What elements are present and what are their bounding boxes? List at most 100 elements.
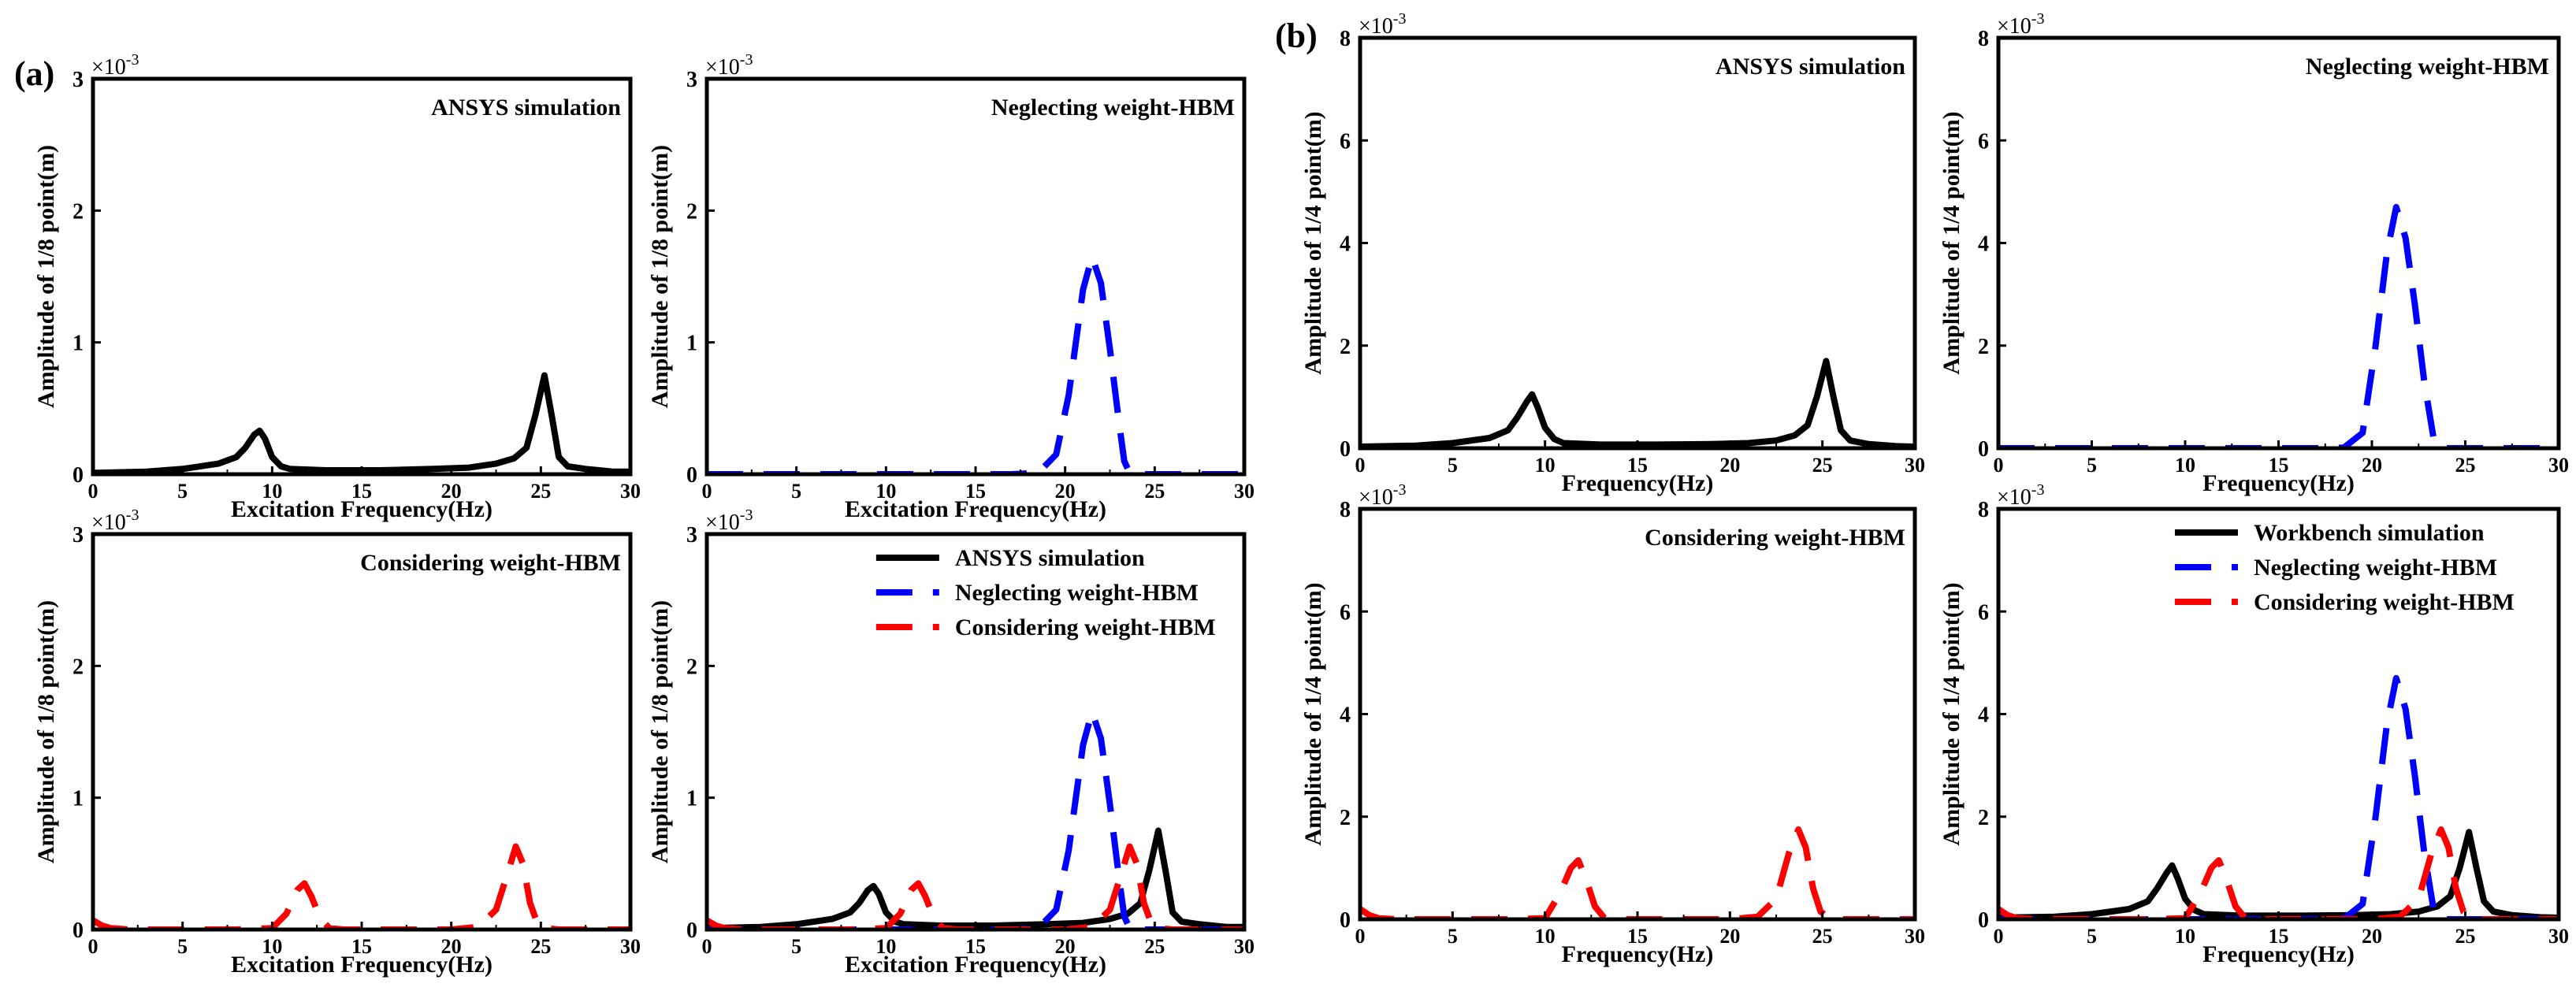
x-tick-label: 0 <box>88 935 99 958</box>
series-line-neglecting-weight-hbm <box>1998 674 2559 919</box>
legend: Workbench simulation Neglecting weight-HB… <box>2174 520 2515 615</box>
x-axis-title: Excitation Frequency(Hz) <box>231 496 493 522</box>
x-tick-label: 15 <box>965 935 986 958</box>
y-tick-label: 1 <box>72 787 84 811</box>
x-tick-label: 15 <box>351 935 372 958</box>
x-tick-label: 5 <box>177 480 188 503</box>
y-axis-title: Amplitude of 1/4 point(m) <box>1300 582 1326 845</box>
chart-a3: 0 5 10 15 20 25 30 0 1 2 3 ×10-3 Excitation Frequenc… <box>33 507 641 978</box>
x-tick-label: 10 <box>875 480 896 503</box>
exponent-base: ×10 <box>705 55 740 80</box>
y-exponent-label: ×10-3 <box>705 507 753 535</box>
y-tick-label: 2 <box>1978 335 1989 359</box>
y-tick-label: 2 <box>686 199 697 224</box>
x-tick-label: 5 <box>2087 454 2097 477</box>
x-axis-title: Excitation Frequency(Hz) <box>845 952 1106 978</box>
y-tick-label: 4 <box>1978 232 1989 257</box>
x-tick-label: 30 <box>2548 454 2569 477</box>
x-tick-label: 25 <box>1144 480 1165 503</box>
y-tick-label: 3 <box>72 523 84 547</box>
legend: ANSYS simulation Neglecting weight-HBM Con… <box>875 545 1216 640</box>
exponent-base: ×10 <box>1997 14 2031 39</box>
series-line-neglecting-weight-hbm <box>707 708 1244 930</box>
x-tick-label: 5 <box>1448 454 1458 477</box>
chart-b4: 0 5 10 15 20 25 30 0 2 4 6 8 ×10-3 Frequency(Hz) Ampli… <box>1939 481 2569 967</box>
exponent-base: ×10 <box>1997 485 2031 510</box>
x-tick-label: 25 <box>1812 454 1833 477</box>
x-tick-label: 30 <box>620 935 641 958</box>
exponent-base: ×10 <box>705 510 740 535</box>
chart-b1: 0 5 10 15 20 25 3002468×10-3Frequency(Hz)Ampli… <box>1300 10 1925 496</box>
y-tick-label: 3 <box>72 68 84 92</box>
series-line-ansys-simulation <box>707 827 1244 930</box>
x-tick-label: 25 <box>530 480 551 503</box>
series-line-neglecting-weight-hbm <box>1998 203 2559 448</box>
x-axis-title: Frequency(Hz) <box>2202 470 2355 496</box>
x-tick-label: 30 <box>2548 925 2569 948</box>
y-tick-label: 1 <box>72 332 84 356</box>
x-tick-label: 10 <box>2175 925 2195 948</box>
x-tick-label: 5 <box>2087 925 2097 948</box>
series-line-ansys-simulation <box>93 372 630 474</box>
x-tick-label: 20 <box>441 935 462 958</box>
y-tick-label: 2 <box>1340 335 1351 359</box>
y-tick-label: 0 <box>72 918 84 943</box>
y-tick-label: 6 <box>1978 129 1989 154</box>
x-tick-label: 25 <box>2455 454 2476 477</box>
x-tick-label: 20 <box>1719 454 1740 477</box>
x-tick-label: 20 <box>1055 480 1076 503</box>
x-tick-label: 10 <box>1535 454 1556 477</box>
exponent-power: -3 <box>2031 481 2045 499</box>
exponent-base: ×10 <box>1359 14 1393 39</box>
plot-frame <box>1996 35 2561 451</box>
x-tick-label: 30 <box>1905 925 1925 948</box>
panel-title: Neglecting weight-HBM <box>991 95 1235 121</box>
legend-label: ANSYS simulation <box>955 545 1145 571</box>
exponent-power: -3 <box>126 51 139 69</box>
y-tick-label: 1 <box>686 787 697 811</box>
legend-label: Neglecting weight-HBM <box>955 580 1199 606</box>
x-tick-label: 0 <box>1355 454 1366 477</box>
legend-label: Neglecting weight-HBM <box>2254 555 2497 581</box>
exponent-power: -3 <box>1393 481 1407 499</box>
y-tick-label: 4 <box>1978 703 1989 728</box>
x-axis-title: Frequency(Hz) <box>1562 941 1714 967</box>
x-tick-label: 15 <box>965 480 986 503</box>
x-tick-label: 20 <box>1055 935 1076 958</box>
exponent-power: -3 <box>2031 10 2045 28</box>
y-exponent-label: ×10-3 <box>1997 10 2044 39</box>
x-tick-label: 5 <box>791 480 801 503</box>
x-tick-label: 15 <box>1627 925 1648 948</box>
legend-label: Considering weight-HBM <box>955 614 1216 640</box>
y-tick-label: 8 <box>1978 27 1989 51</box>
x-tick-label: 15 <box>351 480 372 503</box>
y-tick-label: 6 <box>1340 129 1351 154</box>
x-tick-label: 20 <box>441 480 462 503</box>
y-tick-label: 3 <box>686 523 697 547</box>
x-tick-label: 5 <box>177 935 188 958</box>
y-axis-title: Amplitude of 1/4 point(m) <box>1939 111 1965 374</box>
x-tick-label: 0 <box>1355 925 1366 948</box>
x-tick-label: 10 <box>875 935 896 958</box>
y-tick-label: 0 <box>686 918 697 943</box>
panel-label-a: (a) <box>14 54 54 93</box>
x-axis-title: Frequency(Hz) <box>2202 941 2355 967</box>
x-tick-label: 10 <box>262 935 282 958</box>
y-tick-label: 0 <box>1340 437 1351 462</box>
series-line-neglecting-weight-hbm <box>707 253 1244 474</box>
series-line-considering-weight-hbm <box>707 843 1244 930</box>
y-tick-label: 4 <box>1340 232 1351 257</box>
series-line-considering-weight-hbm <box>1998 826 2559 919</box>
x-tick-label: 0 <box>1994 925 2004 948</box>
x-tick-label: 20 <box>2362 925 2382 948</box>
y-tick-label: 0 <box>1340 908 1351 933</box>
y-axis-title: Amplitude of 1/8 point(m) <box>647 145 673 408</box>
y-exponent-label: ×10-3 <box>1997 481 2044 510</box>
x-tick-label: 15 <box>2269 925 2289 948</box>
series-line-workbench-simulation <box>1998 829 2559 919</box>
y-axis-title: Amplitude of 1/8 point(m) <box>33 145 59 408</box>
y-tick-label: 2 <box>1978 806 1989 830</box>
exponent-power: -3 <box>1393 10 1407 28</box>
y-tick-label: 8 <box>1340 498 1351 522</box>
